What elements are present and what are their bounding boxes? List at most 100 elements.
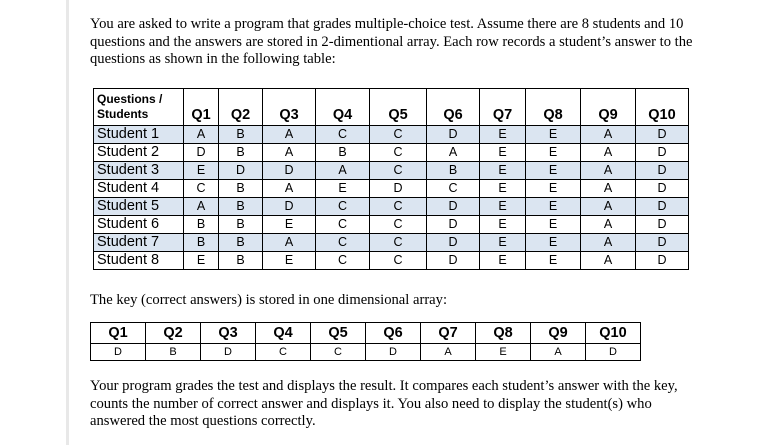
answer-cell: D (635, 233, 689, 252)
answer-cell: E (479, 179, 526, 198)
answer-cell: C (369, 125, 427, 144)
answer-cell: E (479, 197, 526, 216)
answer-cell: D (635, 143, 689, 162)
answer-cell: B (218, 251, 263, 270)
answer-cell: E (183, 251, 219, 270)
answer-cell: A (183, 197, 219, 216)
answer-cell: D (426, 251, 480, 270)
answer-cell: E (479, 251, 526, 270)
student-name-cell: Student 4 (93, 179, 184, 198)
answer-cell: D (635, 125, 689, 144)
answer-cell: C (369, 143, 427, 162)
answer-cell: D (426, 215, 480, 234)
answer-cell: B (183, 215, 219, 234)
answer-cell: E (479, 215, 526, 234)
key-question-header: Q10 (585, 322, 641, 344)
answer-cell: D (426, 233, 480, 252)
answer-cell: A (183, 125, 219, 144)
outro-paragraph: Your program grades the test and display… (90, 378, 678, 429)
answer-cell: C (369, 233, 427, 252)
answer-cell: E (525, 251, 581, 270)
answer-cell: B (218, 197, 263, 216)
question-header: Q5 (369, 88, 427, 126)
answer-cell: E (479, 161, 526, 180)
answer-cell: E (525, 233, 581, 252)
student-name-cell: Student 2 (93, 143, 184, 162)
answer-cell: D (426, 125, 480, 144)
answer-cell: D (635, 179, 689, 198)
answer-cell: A (580, 197, 636, 216)
answer-cell: A (580, 251, 636, 270)
corner-header: Questions / Students (93, 88, 184, 126)
answer-cell: B (426, 161, 480, 180)
key-answer-cell: C (255, 343, 311, 361)
answer-cell: D (262, 161, 316, 180)
answer-cell: C (426, 179, 480, 198)
key-answer-cell: B (145, 343, 201, 361)
answer-cell: B (218, 179, 263, 198)
answer-cell: E (525, 215, 581, 234)
answer-cell: A (315, 161, 370, 180)
question-header: Q9 (580, 88, 636, 126)
answer-cell: C (369, 215, 427, 234)
student-name-cell: Student 7 (93, 233, 184, 252)
answer-cell: A (580, 215, 636, 234)
answer-cell: B (218, 143, 263, 162)
answer-cell: A (262, 179, 316, 198)
key-question-header: Q2 (145, 322, 201, 344)
key-answer-cell: D (585, 343, 641, 361)
key-question-header: Q1 (90, 322, 146, 344)
answer-cell: E (479, 125, 526, 144)
corner-line-2: Students (97, 107, 149, 121)
key-answer-cell: D (365, 343, 421, 361)
answer-cell: C (369, 251, 427, 270)
answer-cell: E (525, 125, 581, 144)
answer-cell: A (580, 179, 636, 198)
answer-cell: D (183, 143, 219, 162)
answer-cell: E (525, 197, 581, 216)
student-name-cell: Student 3 (93, 161, 184, 180)
question-header: Q1 (183, 88, 219, 126)
answer-cell: B (218, 125, 263, 144)
key-answer-cell: D (90, 343, 146, 361)
answers-body: Student 1 A B A C C D E E A D Student 2 D B A B C A E E A D St… (93, 125, 689, 270)
answer-cell: C (315, 125, 370, 144)
answer-cell: E (479, 143, 526, 162)
key-question-header: Q6 (365, 322, 421, 344)
key-answer-cell: A (530, 343, 586, 361)
answers-header-row: Questions / Students Q1 Q2 Q3 Q4 Q5 Q6 Q… (93, 88, 689, 126)
answer-cell: A (580, 125, 636, 144)
answer-cell: A (262, 143, 316, 162)
answer-cell: C (315, 197, 370, 216)
answer-cell: E (262, 215, 316, 234)
answer-cell: A (580, 143, 636, 162)
answer-cell: D (635, 251, 689, 270)
answer-cell: D (635, 161, 689, 180)
answer-cell: D (635, 215, 689, 234)
page-edge (66, 0, 69, 445)
key-question-header: Q7 (420, 322, 476, 344)
answer-cell: A (262, 233, 316, 252)
key-answer-cell: C (310, 343, 366, 361)
question-header: Q10 (635, 88, 689, 126)
student-answers-table: Questions / Students Q1 Q2 Q3 Q4 Q5 Q6 Q… (93, 88, 689, 270)
key-question-header: Q4 (255, 322, 311, 344)
answer-cell: D (262, 197, 316, 216)
intro-paragraph: You are asked to write a program that gr… (90, 16, 693, 67)
corner-line-1: Questions / (97, 92, 163, 106)
answer-cell: C (315, 251, 370, 270)
answer-cell: E (525, 161, 581, 180)
key-answer-cell: A (420, 343, 476, 361)
answer-cell: D (218, 161, 263, 180)
answer-cell: D (635, 197, 689, 216)
key-question-header: Q3 (200, 322, 256, 344)
answer-cell: E (525, 143, 581, 162)
answer-cell: E (315, 179, 370, 198)
answer-cell: C (315, 233, 370, 252)
